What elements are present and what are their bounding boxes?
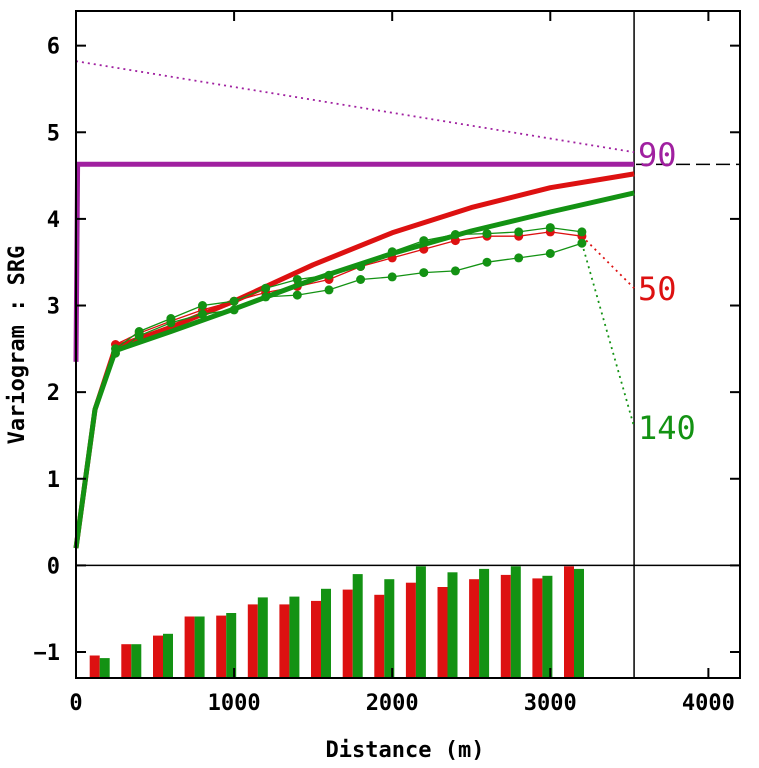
- series-140-experimental-A-point-13: [514, 227, 524, 237]
- hist-bar-50-7: [311, 600, 321, 678]
- series-140-experimental-A-point-4: [229, 296, 239, 306]
- hist-bar-50-11: [437, 587, 448, 678]
- x-axis-title: Distance (m): [326, 738, 485, 763]
- series-140-experimental-A-point-12: [482, 229, 492, 239]
- series-140-experimental-A-point-3: [198, 301, 207, 310]
- x-tick-label-3000: 3000: [524, 691, 577, 716]
- series-140-experimental-B-point-14: [545, 249, 555, 258]
- y-tick-label-1: 1: [47, 468, 60, 493]
- hist-bar-140-15: [574, 568, 584, 678]
- hist-bar-140-0: [99, 658, 110, 678]
- y-tick-label-3: 3: [47, 295, 60, 320]
- direction-label-50: 50: [638, 270, 677, 308]
- hist-bar-140-2: [163, 633, 173, 678]
- series-140-experimental-B-point-9: [387, 272, 397, 282]
- hist-bar-140-13: [510, 566, 521, 678]
- hist-bar-50-2: [153, 635, 163, 678]
- hist-bar-50-1: [121, 644, 132, 678]
- series-140-experimental-A-point-14: [545, 223, 555, 233]
- series-90-trend: [75, 60, 635, 154]
- hist-bar-140-6: [289, 596, 300, 678]
- hist-bar-50-5: [247, 604, 258, 678]
- x-tick-label-4000: 4000: [682, 691, 735, 716]
- series-140-experimental-B-line: [115, 242, 583, 354]
- hist-bar-50-12: [469, 579, 480, 678]
- hist-bar-50-3: [184, 616, 195, 678]
- variogram-series: [73, 60, 635, 549]
- y-tick-label-0: 0: [47, 554, 60, 579]
- x-tick-label-1000: 1000: [208, 691, 261, 716]
- hist-bar-50-14: [532, 578, 543, 678]
- y-tick-label-2: 2: [47, 381, 60, 406]
- x-tick-label-2000: 2000: [366, 691, 419, 716]
- direction-labels: 90 50 140: [638, 136, 696, 447]
- hist-bar-50-13: [500, 574, 511, 678]
- hist-bar-50-8: [342, 589, 353, 678]
- hist-bar-50-0: [89, 655, 100, 678]
- y-tick-label-5: 5: [47, 121, 60, 146]
- axes: [75, 10, 741, 679]
- hist-bar-140-3: [194, 616, 205, 678]
- series-140-experimental-B-point-1: [134, 331, 144, 341]
- histogram-bars: [89, 566, 584, 678]
- series-140-experimental-B-point-3: [198, 309, 207, 319]
- hist-bar-140-10: [415, 566, 426, 678]
- series-140-experimental-A-point-5: [261, 283, 271, 293]
- hist-bar-50-6: [279, 604, 290, 678]
- hist-bar-140-11: [447, 572, 458, 678]
- series-140-experimental-A-point-6: [292, 275, 302, 284]
- hist-bar-140-8: [352, 574, 363, 678]
- hist-bar-50-15: [564, 566, 574, 678]
- hist-bar-140-5: [257, 597, 268, 678]
- y-tick-label--1: −1: [34, 641, 61, 666]
- y-tick-label-4: 4: [47, 208, 60, 233]
- series-140-experimental-B-point-2: [166, 318, 176, 328]
- series-140-experimental-B-point-8: [356, 275, 366, 284]
- hist-bar-140-1: [131, 644, 142, 678]
- hist-bar-50-10: [405, 582, 416, 678]
- series-140-experimental-B-point-12: [482, 257, 492, 267]
- hist-bar-50-4: [216, 615, 227, 678]
- hist-bar-50-9: [374, 594, 385, 678]
- direction-label-140: 140: [638, 409, 696, 447]
- series-140-experimental-B-point-7: [324, 285, 334, 295]
- series-50-experimental-line: [115, 231, 582, 346]
- y-tick-label-6: 6: [47, 35, 60, 60]
- direction-label-90: 90: [638, 136, 677, 174]
- series-140-experimental-A-point-15: [577, 227, 587, 237]
- series-140-experimental-B-point-10: [419, 268, 429, 278]
- hist-bar-140-14: [542, 575, 553, 678]
- hist-bar-140-7: [321, 588, 331, 678]
- series-140-experimental-B-point-11: [450, 266, 460, 276]
- series-140-trend-trend: [581, 242, 635, 428]
- hist-bar-140-9: [384, 579, 395, 678]
- hist-bar-140-12: [479, 568, 490, 678]
- axis-ticks: 0 1000 2000 3000 4000 −1 0 1 2 3 4 5 6: [34, 11, 740, 716]
- series-140-experimental-B-point-13: [514, 253, 524, 263]
- plot-frame: [75, 10, 741, 679]
- series-140-model: [73, 190, 635, 549]
- y-axis-title: Variogram : SRG: [5, 246, 30, 445]
- plot-background: [76, 11, 740, 678]
- series-50-trend-trend: [581, 235, 635, 289]
- series-140-experimental-B-point-6: [292, 290, 302, 300]
- hist-bar-140-4: [226, 613, 237, 678]
- x-tick-label-0: 0: [69, 691, 82, 716]
